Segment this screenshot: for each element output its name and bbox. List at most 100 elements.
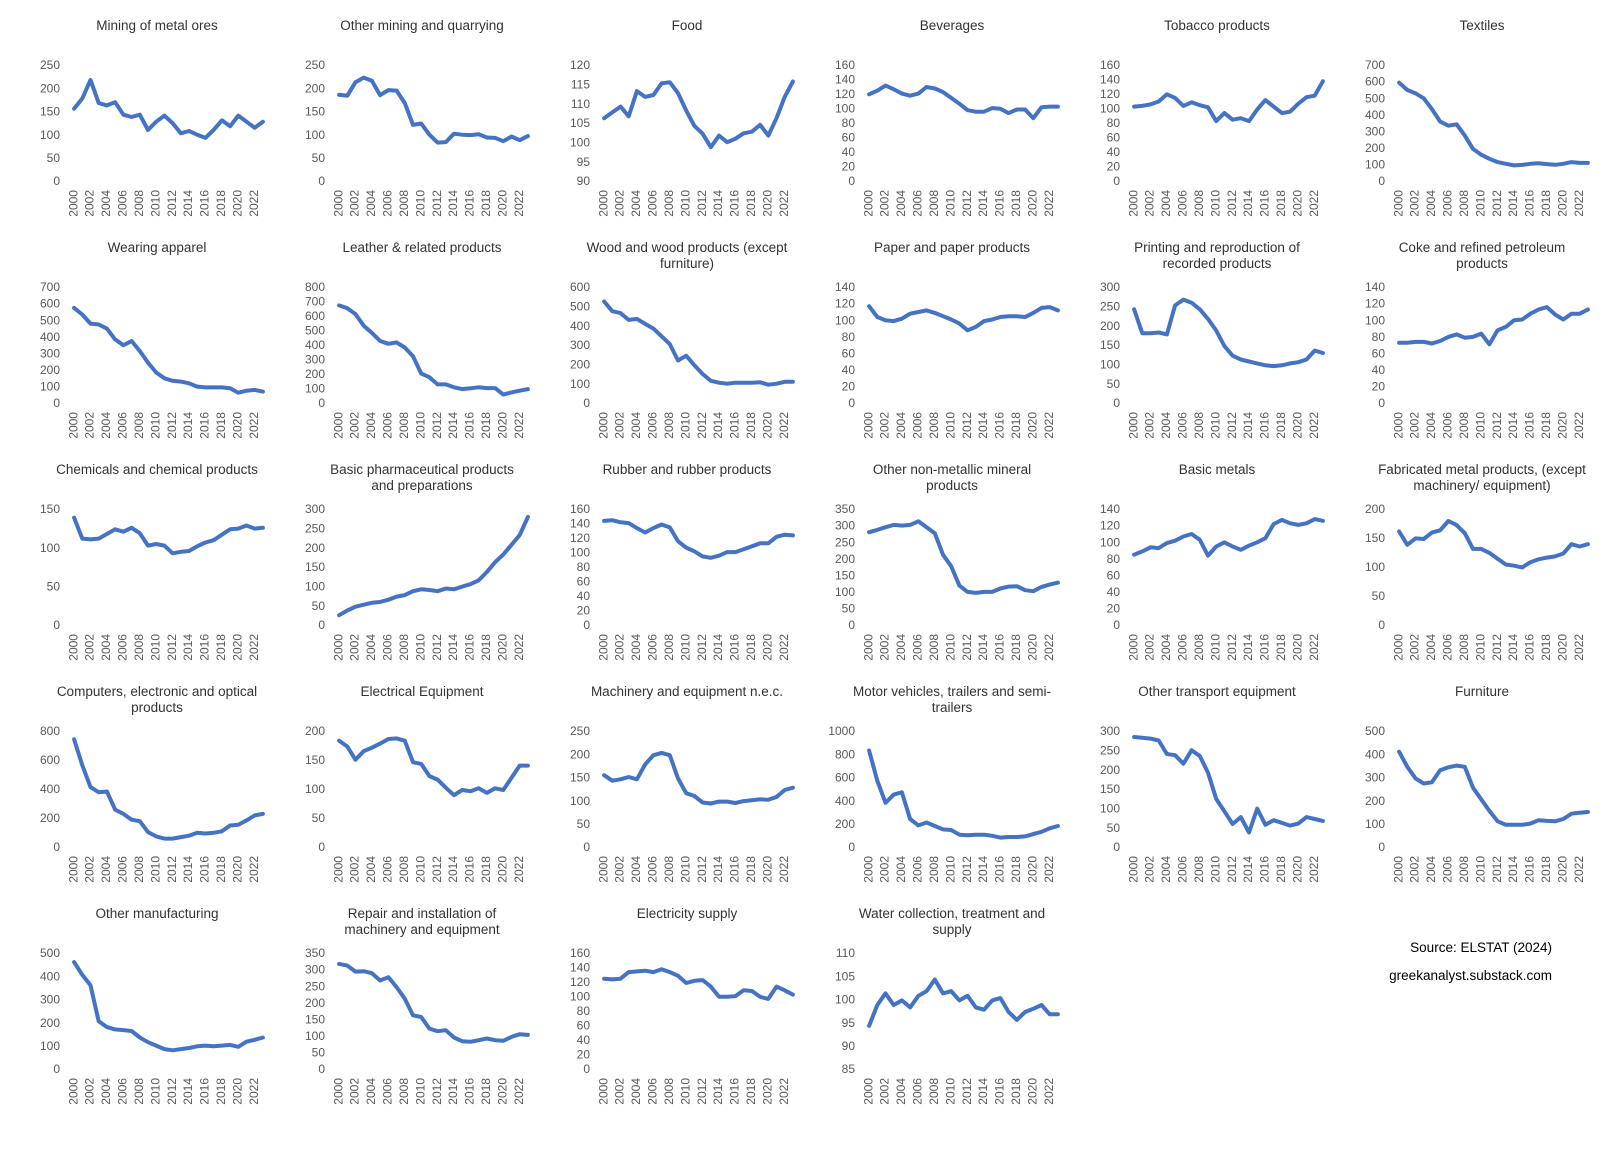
- x-tick-label: 2010: [1208, 190, 1222, 217]
- x-tick-label: 2010: [943, 1078, 957, 1105]
- x-tick-label: 2016: [1258, 856, 1272, 883]
- y-tick-label: 150: [1100, 782, 1120, 796]
- x-tick-label: 2014: [446, 634, 460, 661]
- x-tick-label: 2002: [1408, 190, 1422, 217]
- x-tick-label: 2000: [66, 412, 80, 439]
- data-line: [337, 515, 530, 618]
- x-tick-label: 2008: [662, 856, 676, 883]
- x-tick-label: 2016: [728, 190, 742, 217]
- y-tick-label: 200: [40, 81, 60, 95]
- data-line: [867, 748, 1060, 840]
- x-tick-label: 2022: [777, 856, 791, 883]
- y-tick-label: 200: [305, 996, 325, 1010]
- x-tick-label: 2006: [1441, 634, 1455, 661]
- x-tick-label: 2018: [1009, 190, 1023, 217]
- x-tick-label: 2018: [479, 634, 493, 661]
- x-tick-label: 2012: [165, 190, 179, 217]
- x-tick-label: 2008: [397, 634, 411, 661]
- y-tick-label: 100: [40, 541, 60, 555]
- x-tick-label: 2016: [993, 856, 1007, 883]
- y-tick-label: 100: [40, 1039, 60, 1053]
- x-tick-label: 2022: [512, 856, 526, 883]
- x-tick-label: 2012: [1490, 634, 1504, 661]
- y-tick-label: 300: [40, 346, 60, 360]
- x-tick-label: 2012: [1225, 190, 1239, 217]
- x-tick-label: 2012: [165, 856, 179, 883]
- x-tick-label: 2000: [1126, 634, 1140, 661]
- x-tick-label: 2008: [397, 1078, 411, 1105]
- x-tick-label: 2002: [83, 856, 97, 883]
- x-tick-label: 2014: [181, 856, 195, 883]
- x-tick-label: 2022: [1042, 856, 1056, 883]
- x-tick-label: 2022: [1042, 190, 1056, 217]
- y-tick-label: 90: [842, 1039, 856, 1053]
- x-tick-label: 2018: [214, 634, 228, 661]
- x-tick-label: 2004: [364, 1078, 378, 1105]
- x-tick-label: 2010: [148, 1078, 162, 1105]
- x-tick-label: 2004: [629, 1078, 643, 1105]
- x-tick-label: 2002: [348, 1078, 362, 1105]
- x-tick-label: 2004: [629, 412, 643, 439]
- x-tick-label: 2012: [1225, 856, 1239, 883]
- chart-title: Wearing apparel: [107, 240, 207, 255]
- x-tick-label: 2000: [1126, 190, 1140, 217]
- x-tick-label: 2004: [629, 856, 643, 883]
- x-tick-label: 2004: [364, 856, 378, 883]
- x-tick-label: 2006: [911, 190, 925, 217]
- chart-panel: Textiles 0 100 200 300 400 500 600 700 2000 2002 20…: [1337, 14, 1602, 236]
- x-tick-label: 2004: [364, 412, 378, 439]
- x-tick-label: 2010: [678, 412, 692, 439]
- x-tick-label: 2000: [1126, 412, 1140, 439]
- x-tick-label: 2018: [214, 412, 228, 439]
- chart-panel: Other manufacturing 0 100 200 300 400 500 2000 2…: [12, 902, 277, 1124]
- x-tick-label: 2004: [894, 412, 908, 439]
- x-tick-label: 2020: [1025, 634, 1039, 661]
- x-tick-label: 2000: [1391, 190, 1405, 217]
- chart-title: Chemicals and chemical products: [56, 462, 258, 477]
- chart-title: Coke and refined petroleum products: [1398, 240, 1566, 271]
- y-tick-label: 0: [318, 396, 325, 410]
- x-tick-label: 2000: [1126, 856, 1140, 883]
- x-tick-label: 2014: [181, 634, 195, 661]
- x-tick-label: 2022: [1042, 412, 1056, 439]
- x-tick-label: 2010: [1473, 190, 1487, 217]
- y-tick-label: 120: [570, 58, 590, 72]
- x-tick-label: 2006: [381, 412, 395, 439]
- x-tick-label: 2014: [181, 1078, 195, 1105]
- y-tick-label: 85: [842, 1062, 856, 1076]
- chart-title: Rubber and rubber products: [602, 462, 772, 477]
- x-tick-label: 2018: [1274, 190, 1288, 217]
- y-tick-label: 150: [305, 1012, 325, 1026]
- y-tick-label: 150: [40, 105, 60, 119]
- y-tick-label: 120: [835, 87, 855, 101]
- y-tick-label: 0: [318, 618, 325, 632]
- y-tick-label: 115: [571, 78, 590, 92]
- y-tick-label: 40: [1107, 585, 1121, 599]
- chart-title: Electrical Equipment: [360, 684, 484, 699]
- data-line: [1132, 517, 1325, 558]
- x-tick-label: 2016: [728, 634, 742, 661]
- x-tick-label: 2000: [861, 634, 875, 661]
- chart-title: Food: [671, 18, 703, 33]
- x-tick-label: 2016: [1523, 190, 1537, 217]
- y-tick-label: 0: [1113, 396, 1120, 410]
- y-tick-label: 80: [842, 330, 856, 344]
- x-tick-label: 2004: [1159, 634, 1173, 661]
- data-line: [1397, 305, 1590, 347]
- x-tick-label: 2002: [878, 634, 892, 661]
- x-tick-label: 2012: [165, 1078, 179, 1105]
- x-tick-label: 2008: [397, 856, 411, 883]
- x-tick-label: 2010: [678, 634, 692, 661]
- x-tick-label: 2008: [927, 856, 941, 883]
- x-tick-label: 2010: [413, 1078, 427, 1105]
- data-line: [867, 519, 1060, 595]
- x-tick-label: 2006: [116, 634, 130, 661]
- x-tick-label: 2014: [446, 412, 460, 439]
- x-tick-label: 2008: [132, 412, 146, 439]
- x-tick-label: 2010: [1208, 412, 1222, 439]
- chart-title: Mining of metal ores: [96, 18, 218, 33]
- y-tick-label: 100: [1365, 560, 1385, 574]
